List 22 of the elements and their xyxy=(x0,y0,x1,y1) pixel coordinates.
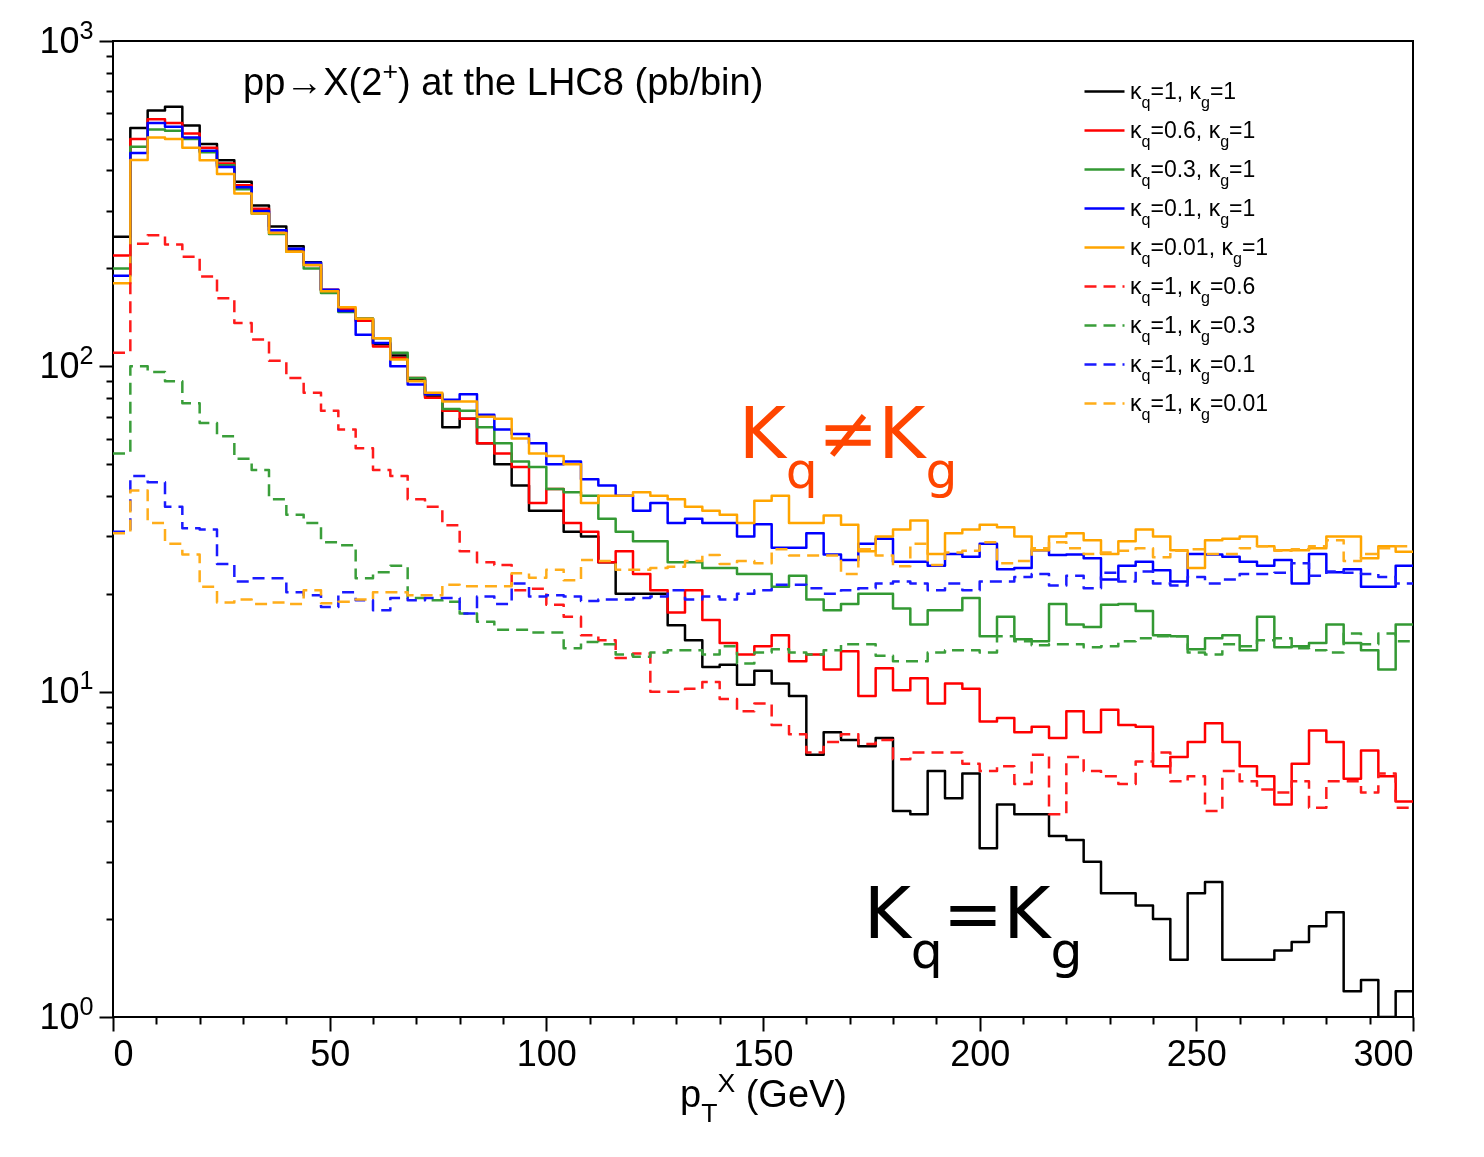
legend-label: κ$_{q}$=1, κ$_{g}$=0.01 xyxy=(1130,389,1269,423)
x-tick-label: 300 xyxy=(1353,1032,1414,1074)
y-tick-label: 10$^{0}$ xyxy=(39,991,94,1037)
legend-label: κ$_{q}$=1, κ$_{g}$=0.1 xyxy=(1130,350,1256,384)
y-tick-label: 10$^{1}$ xyxy=(39,666,94,712)
legend-label: κ$_{q}$=1, κ$_{g}$=0.3 xyxy=(1130,311,1256,345)
legend-label: κ$_{q}$=1, κ$_{g}$=0.6 xyxy=(1130,272,1256,306)
legend-label: κ$_{q}$=1, κ$_{g}$=1 xyxy=(1130,77,1237,111)
legend-label: κ$_{q}$=0.6, κ$_{g}$=1 xyxy=(1130,116,1256,150)
legend-label: κ$_{q}$=0.1, κ$_{g}$=1 xyxy=(1130,194,1256,228)
x-tick-label: 200 xyxy=(950,1032,1011,1074)
x-tick-label: 50 xyxy=(310,1032,351,1074)
text: pp→X(2$^{+}$) at the LHC8 (pb/bin) xyxy=(243,56,764,103)
x-tick-label: 250 xyxy=(1166,1032,1227,1074)
legend-label: κ$_{q}$=0.3, κ$_{g}$=1 xyxy=(1130,155,1256,189)
y-tick-label: 10$^{3}$ xyxy=(39,15,94,61)
legend-label: κ$_{q}$=0.01, κ$_{g}$=1 xyxy=(1130,233,1269,267)
annotation: K$_{q}$=K$_{g}$ xyxy=(863,871,1083,980)
y-tick-label: 10$^{2}$ xyxy=(39,340,94,386)
x-tick-label: 0 xyxy=(113,1032,134,1074)
annotation: K$_{q}$≠K$_{g}$ xyxy=(738,391,958,500)
x-tick-label: 100 xyxy=(516,1032,577,1074)
